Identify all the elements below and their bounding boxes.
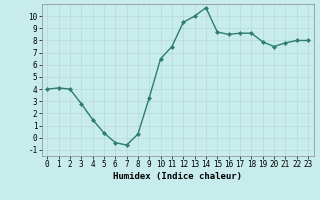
- X-axis label: Humidex (Indice chaleur): Humidex (Indice chaleur): [113, 172, 242, 181]
